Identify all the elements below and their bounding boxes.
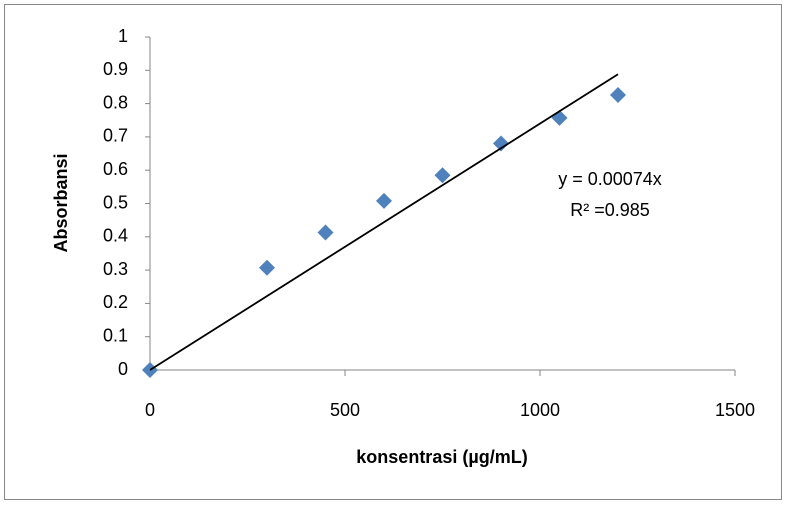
y-tick-label: 1 xyxy=(118,26,128,46)
y-tick-label: 0.8 xyxy=(103,92,128,112)
trend-equation: y = 0.00074x xyxy=(558,169,662,189)
x-axis-title: konsentrasi (µg/mL) xyxy=(356,447,527,467)
y-tick-label: 0.7 xyxy=(103,126,128,146)
y-tick-label: 0.6 xyxy=(103,159,128,179)
data-point xyxy=(493,135,509,152)
r-squared: R² =0.985 xyxy=(570,200,650,220)
y-tick-label: 0.2 xyxy=(103,292,128,312)
x-tick-label: 1500 xyxy=(715,400,755,420)
y-tick-label: 0 xyxy=(118,359,128,379)
y-tick-label: 0.1 xyxy=(103,325,128,345)
data-point xyxy=(376,192,392,209)
x-tick-label: 1000 xyxy=(520,400,560,420)
x-tick-label: 0 xyxy=(145,400,155,420)
data-point xyxy=(434,167,451,184)
y-tick-label: 0.9 xyxy=(103,59,128,79)
trendline xyxy=(149,73,619,371)
data-point xyxy=(317,224,334,241)
y-axis-title: Absorbansi xyxy=(51,153,71,252)
chart-border xyxy=(4,4,782,500)
y-tick-label: 0.3 xyxy=(103,259,128,279)
data-point xyxy=(259,259,275,276)
data-point xyxy=(610,86,626,103)
y-tick-label: 0.4 xyxy=(103,226,128,246)
x-tick-label: 500 xyxy=(330,400,360,420)
y-tick-label: 0.5 xyxy=(103,192,128,212)
